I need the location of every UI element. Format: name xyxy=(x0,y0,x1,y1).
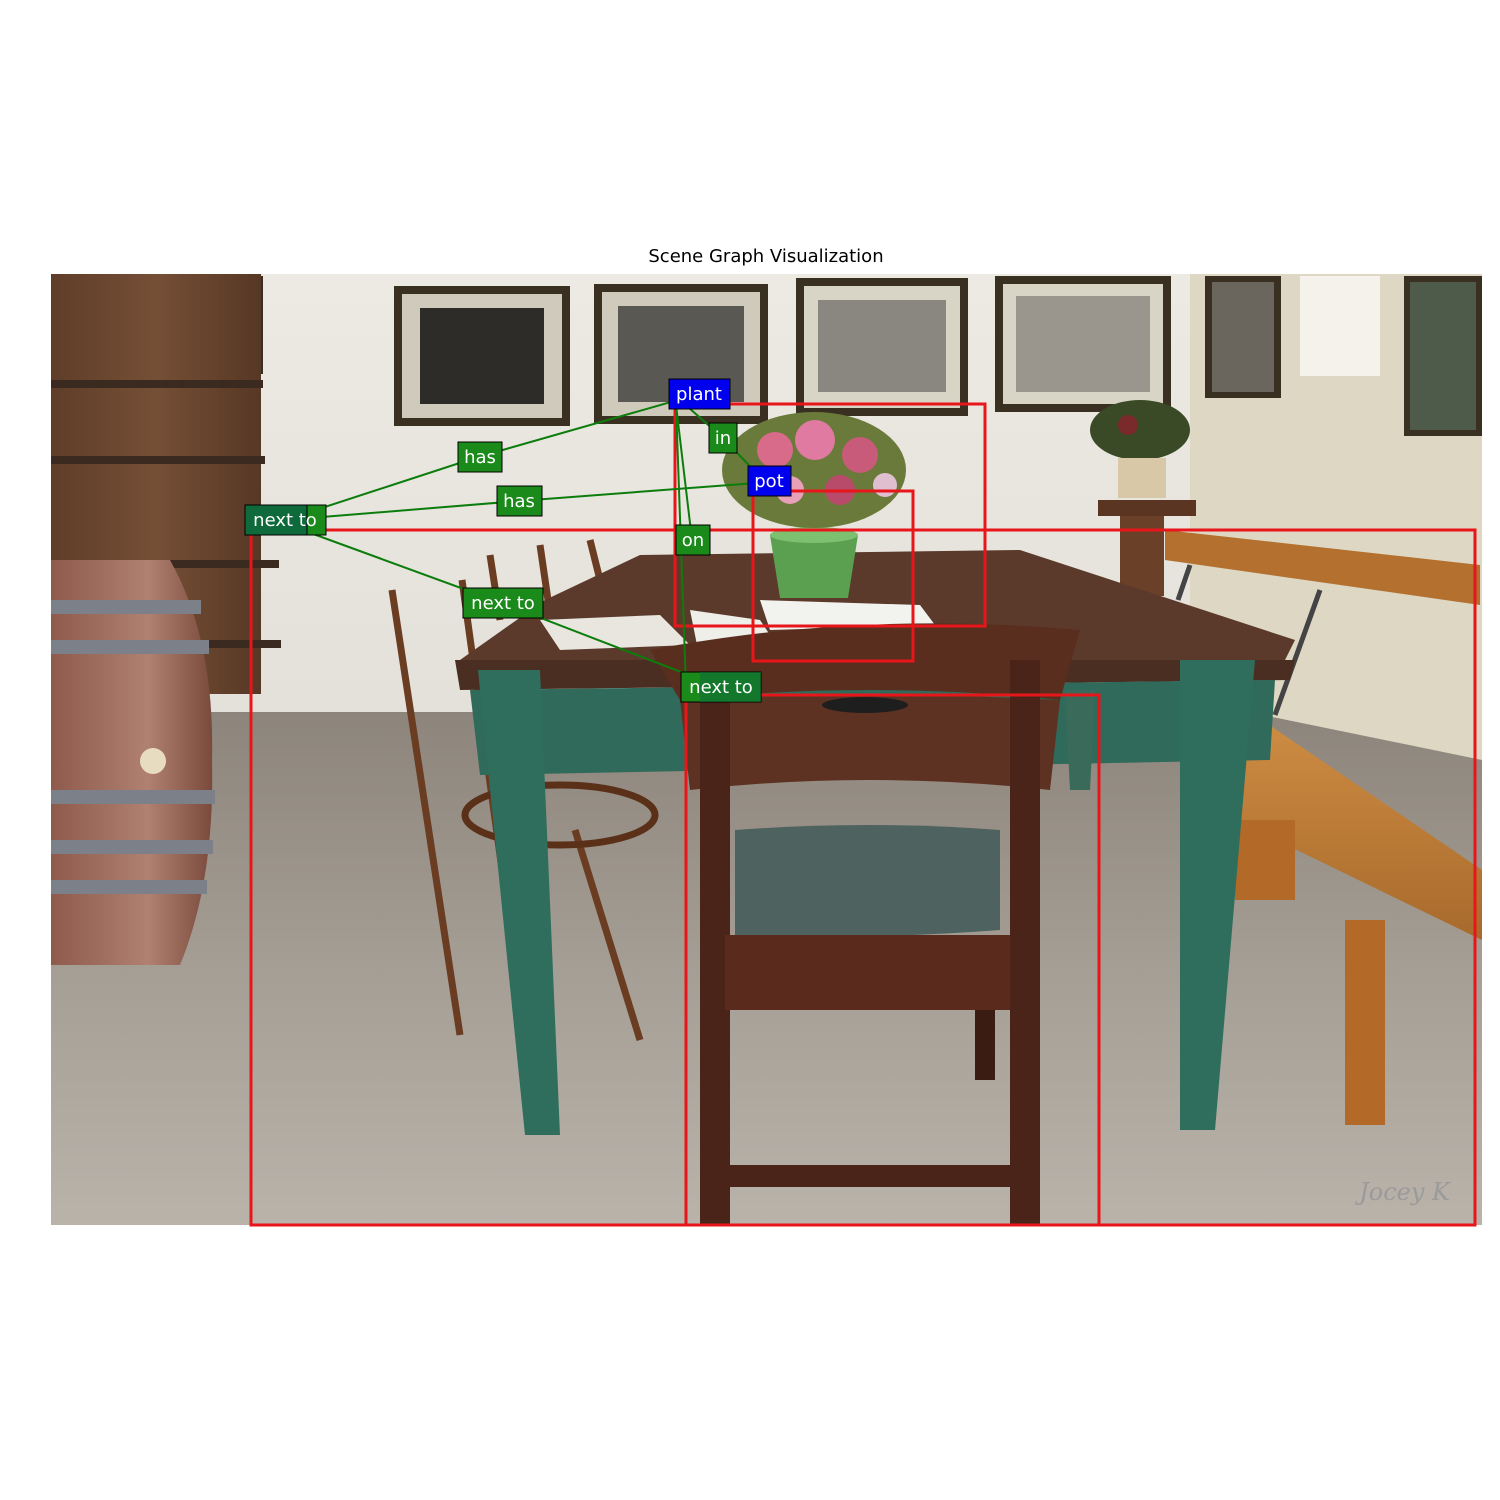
node-next-to-3[interactable]: next to xyxy=(680,671,762,703)
bbox-pot xyxy=(751,489,915,663)
node-in[interactable]: in xyxy=(708,422,738,454)
edge-plant-on xyxy=(675,404,693,541)
node-label: plant xyxy=(676,384,722,405)
node-label: has xyxy=(464,447,496,468)
node-label: next to xyxy=(253,510,317,531)
bbox-plant xyxy=(673,402,987,628)
node-has-2[interactable]: has xyxy=(496,485,543,517)
node-has-1[interactable]: has xyxy=(457,441,503,473)
figure-title: Scene Graph Visualization xyxy=(648,246,884,267)
wall-pictures xyxy=(203,276,1482,436)
node-on[interactable]: on xyxy=(675,524,711,556)
node-pot[interactable]: pot xyxy=(747,465,792,497)
front-chair xyxy=(650,623,1080,1225)
node-label: on xyxy=(682,530,704,551)
node-plant[interactable]: plant xyxy=(668,378,731,410)
wine-barrels xyxy=(51,274,281,965)
edge-has2-pot xyxy=(518,481,770,502)
node-label: next to xyxy=(471,593,535,614)
bbox-chair xyxy=(684,693,1101,1227)
graph-nodes: next to has has next to next to in on xyxy=(244,378,792,703)
bench xyxy=(1165,530,1482,1125)
edge-has1-plant xyxy=(477,393,700,458)
photo: Jocey K xyxy=(51,274,1482,1225)
node-label: pot xyxy=(754,471,784,492)
node-next-to-1[interactable]: next to xyxy=(244,504,327,536)
node-label: next to xyxy=(689,677,753,698)
node-next-to-2[interactable]: next to xyxy=(462,587,544,619)
node-label: has xyxy=(503,491,535,512)
bounding-boxes xyxy=(249,402,1477,1227)
node-label: in xyxy=(715,428,731,449)
watermark: Jocey K xyxy=(1354,1178,1452,1206)
